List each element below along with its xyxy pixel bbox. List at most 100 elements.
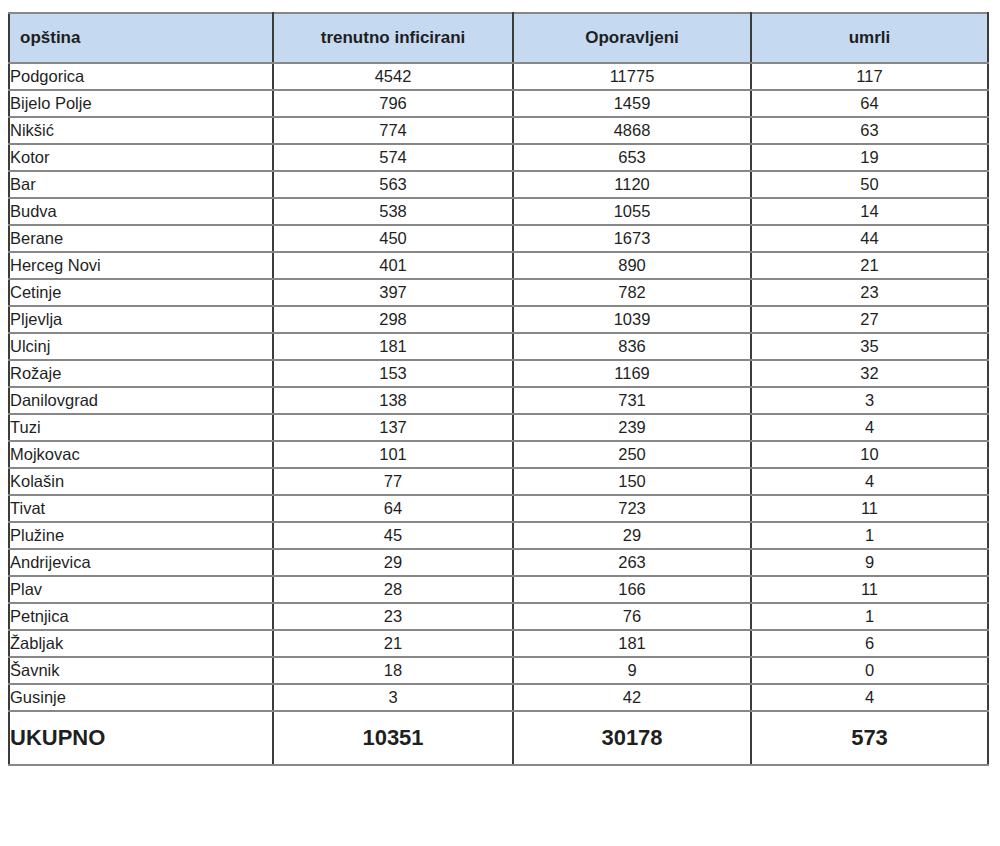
table-row: Bar563112050 [9, 171, 988, 198]
municipality-cell: Bar [9, 171, 273, 198]
table-row: Gusinje3424 [9, 684, 988, 711]
municipality-cell: Pljevlja [9, 306, 273, 333]
infected-cell: 397 [273, 279, 513, 306]
table-row: Podgorica454211775117 [9, 63, 988, 90]
municipality-cell: Kolašin [9, 468, 273, 495]
deaths-cell: 1 [751, 603, 988, 630]
deaths-cell: 0 [751, 657, 988, 684]
table-row: Šavnik1890 [9, 657, 988, 684]
municipality-cell: Andrijevica [9, 549, 273, 576]
table-row: Berane450167344 [9, 225, 988, 252]
municipality-cell: Plužine [9, 522, 273, 549]
table-row: Plav2816611 [9, 576, 988, 603]
infected-cell: 23 [273, 603, 513, 630]
infected-cell: 137 [273, 414, 513, 441]
infected-cell: 153 [273, 360, 513, 387]
column-header-recovered: Oporavljeni [513, 13, 751, 63]
table-row: Danilovgrad1387313 [9, 387, 988, 414]
deaths-cell: 63 [751, 117, 988, 144]
municipality-cell: Gusinje [9, 684, 273, 711]
total-deaths: 573 [751, 711, 988, 765]
total-recovered: 30178 [513, 711, 751, 765]
municipality-cell: Petnjica [9, 603, 273, 630]
infected-cell: 181 [273, 333, 513, 360]
page: opština trenutno inficirani Oporavljeni … [0, 0, 1000, 846]
municipality-cell: Danilovgrad [9, 387, 273, 414]
infected-cell: 401 [273, 252, 513, 279]
recovered-cell: 4868 [513, 117, 751, 144]
infected-cell: 64 [273, 495, 513, 522]
total-row: UKUPNO 10351 30178 573 [9, 711, 988, 765]
recovered-cell: 890 [513, 252, 751, 279]
infected-cell: 574 [273, 144, 513, 171]
deaths-cell: 11 [751, 576, 988, 603]
recovered-cell: 731 [513, 387, 751, 414]
municipality-cell: Budva [9, 198, 273, 225]
deaths-cell: 6 [751, 630, 988, 657]
infected-cell: 4542 [273, 63, 513, 90]
municipality-cell: Tuzi [9, 414, 273, 441]
infected-cell: 101 [273, 441, 513, 468]
deaths-cell: 27 [751, 306, 988, 333]
table-row: Rožaje153116932 [9, 360, 988, 387]
table-row: Cetinje39778223 [9, 279, 988, 306]
infected-cell: 29 [273, 549, 513, 576]
municipality-cell: Tivat [9, 495, 273, 522]
municipality-cell: Nikšić [9, 117, 273, 144]
deaths-cell: 50 [751, 171, 988, 198]
deaths-cell: 10 [751, 441, 988, 468]
municipality-cell: Cetinje [9, 279, 273, 306]
table-row: Kotor57465319 [9, 144, 988, 171]
infected-cell: 18 [273, 657, 513, 684]
municipality-cell: Rožaje [9, 360, 273, 387]
recovered-cell: 150 [513, 468, 751, 495]
recovered-cell: 723 [513, 495, 751, 522]
deaths-cell: 32 [751, 360, 988, 387]
recovered-cell: 1120 [513, 171, 751, 198]
infected-cell: 21 [273, 630, 513, 657]
total-label: UKUPNO [9, 711, 273, 765]
municipality-cell: Šavnik [9, 657, 273, 684]
table-row: Ulcinj18183635 [9, 333, 988, 360]
table-row: Bijelo Polje796145964 [9, 90, 988, 117]
recovered-cell: 11775 [513, 63, 751, 90]
deaths-cell: 21 [751, 252, 988, 279]
recovered-cell: 29 [513, 522, 751, 549]
header-row: opština trenutno inficirani Oporavljeni … [9, 13, 988, 63]
infected-cell: 796 [273, 90, 513, 117]
infected-cell: 138 [273, 387, 513, 414]
table-row: Mojkovac10125010 [9, 441, 988, 468]
deaths-cell: 4 [751, 414, 988, 441]
column-header-infected: trenutno inficirani [273, 13, 513, 63]
recovered-cell: 782 [513, 279, 751, 306]
deaths-cell: 23 [751, 279, 988, 306]
deaths-cell: 64 [751, 90, 988, 117]
table-row: Kolašin771504 [9, 468, 988, 495]
table-row: Herceg Novi40189021 [9, 252, 988, 279]
deaths-cell: 4 [751, 684, 988, 711]
recovered-cell: 1673 [513, 225, 751, 252]
recovered-cell: 181 [513, 630, 751, 657]
recovered-cell: 836 [513, 333, 751, 360]
recovered-cell: 1169 [513, 360, 751, 387]
infected-cell: 28 [273, 576, 513, 603]
recovered-cell: 1039 [513, 306, 751, 333]
recovered-cell: 1055 [513, 198, 751, 225]
recovered-cell: 42 [513, 684, 751, 711]
deaths-cell: 117 [751, 63, 988, 90]
infected-cell: 538 [273, 198, 513, 225]
table-row: Nikšić774486863 [9, 117, 988, 144]
table-row: Tuzi1372394 [9, 414, 988, 441]
infected-cell: 3 [273, 684, 513, 711]
table-body: Podgorica454211775117Bijelo Polje7961459… [9, 63, 988, 711]
table-row: Žabljak211816 [9, 630, 988, 657]
municipality-cell: Mojkovac [9, 441, 273, 468]
infected-cell: 45 [273, 522, 513, 549]
deaths-cell: 4 [751, 468, 988, 495]
recovered-cell: 239 [513, 414, 751, 441]
total-infected: 10351 [273, 711, 513, 765]
municipality-cell: Berane [9, 225, 273, 252]
deaths-cell: 44 [751, 225, 988, 252]
infected-cell: 77 [273, 468, 513, 495]
deaths-cell: 14 [751, 198, 988, 225]
